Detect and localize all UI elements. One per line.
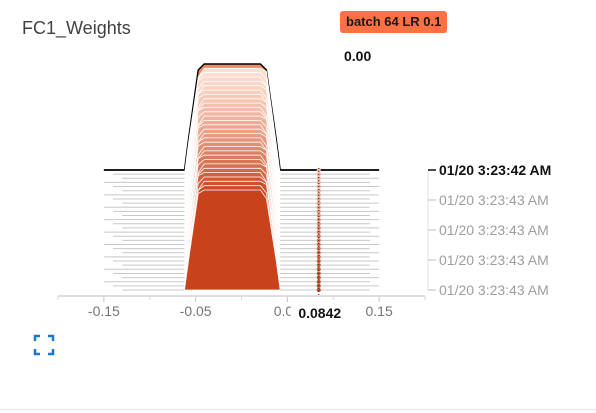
y-tick-label: 01/20 3:23:43 AM <box>439 252 549 268</box>
hover-point <box>316 263 321 268</box>
hover-point <box>316 209 321 214</box>
hover-point <box>316 234 321 239</box>
run-badge: batch 64 LR 0.1 <box>340 11 448 33</box>
hover-point <box>316 279 321 284</box>
histogram-layers <box>103 63 380 291</box>
hover-point <box>316 242 321 247</box>
hover-x-label: 0.0842 <box>298 305 341 321</box>
hover-point <box>316 201 321 206</box>
hover-point <box>316 288 321 292</box>
hover-point <box>316 230 321 235</box>
y-tick-label: 01/20 3:23:43 AM <box>439 282 549 298</box>
hover-point <box>316 225 321 230</box>
hover-point <box>316 275 321 280</box>
hover-point <box>316 221 321 226</box>
y-tick-label: 01/20 3:23:43 AM <box>439 192 549 208</box>
divider <box>0 409 596 410</box>
x-tick-label: -0.15 <box>88 303 120 319</box>
hover-point <box>316 180 321 185</box>
fullscreen-icon[interactable] <box>33 334 55 356</box>
hover-point <box>316 213 321 218</box>
hover-value-label: 0.00 <box>344 48 372 64</box>
x-tick-label: -0.05 <box>180 303 212 319</box>
hover-point <box>316 192 321 197</box>
hover-point <box>316 176 321 181</box>
y-tick-label: 01/20 3:23:42 AM <box>439 162 551 178</box>
hover-point <box>316 188 321 193</box>
hover-point <box>316 267 321 272</box>
hover-point <box>316 254 321 259</box>
hover-point <box>316 168 321 172</box>
chart-title: FC1_Weights <box>22 18 131 38</box>
y-tick-label: 01/20 3:23:43 AM <box>439 222 549 238</box>
x-tick-label: 0.15 <box>366 303 393 319</box>
hover-x-box <box>290 302 349 322</box>
hover-point <box>316 246 321 251</box>
